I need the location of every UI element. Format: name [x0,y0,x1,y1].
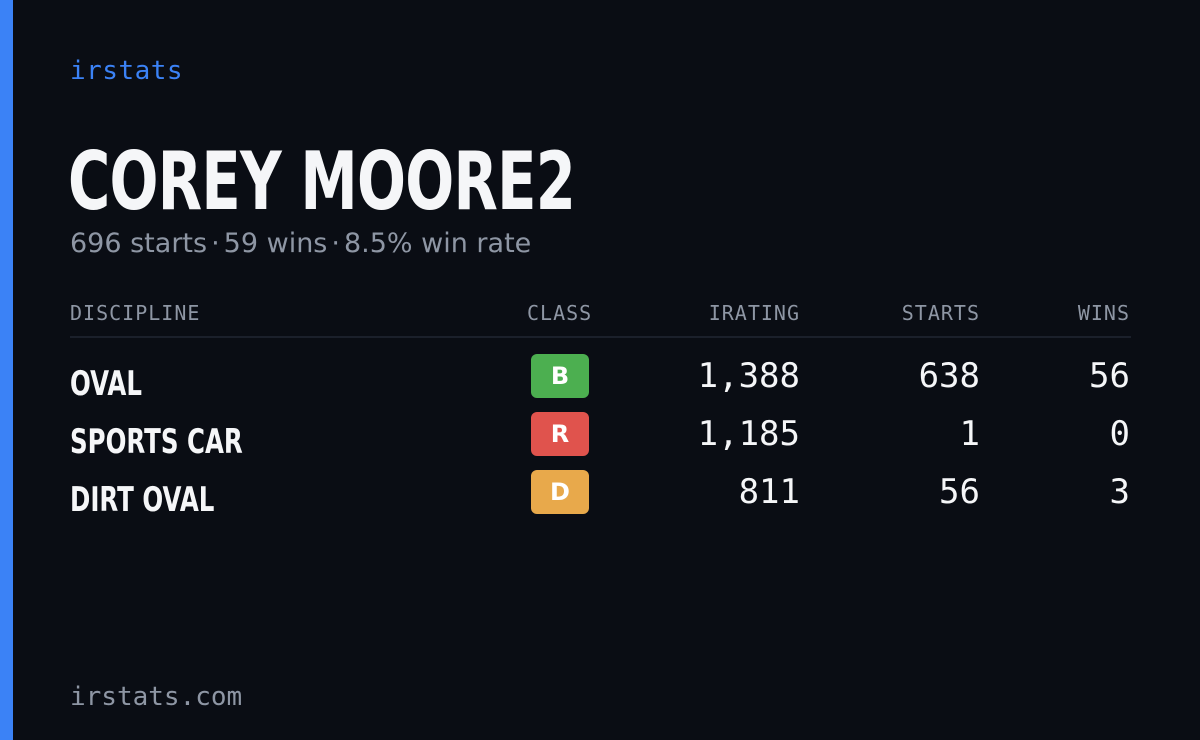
summary-wins: 59 wins [223,228,328,259]
class-badge: B [531,354,589,398]
class-badge: R [531,412,589,456]
summary-separator: · [211,228,220,259]
starts-value: 638 [918,356,980,396]
brand-logo-text: irstats [70,56,184,86]
summary-separator: · [331,228,340,259]
starts-value: 1 [959,414,980,454]
summary-win-rate: 8.5% win rate [343,228,532,259]
header-irating: IRATING [708,301,800,325]
table-row: SPORTS CAR R 1,185 1 0 [70,412,1131,470]
footer-url: irstats.com [70,682,243,712]
irating-value: 811 [738,472,800,512]
header-starts: STARTS [901,301,980,325]
table-row: OVAL B 1,388 638 56 [70,354,1131,412]
class-badge: D [531,470,589,514]
irating-value: 1,388 [697,356,800,396]
player-summary: 696 starts · 59 wins · 8.5% win rate [70,228,531,259]
discipline-name: OVAL [70,364,142,404]
wins-value: 56 [1089,356,1130,396]
summary-starts: 696 starts [70,228,208,259]
discipline-name: DIRT OVAL [70,480,215,520]
header-wins: WINS [1077,301,1130,325]
wins-value: 3 [1109,472,1130,512]
table-body: OVAL B 1,388 638 56 SPORTS CAR R 1,185 1… [70,338,1131,528]
stats-table: DISCIPLINE CLASS IRATING STARTS WINS OVA… [70,298,1131,528]
discipline-name: SPORTS CAR [70,422,243,462]
wins-value: 0 [1109,414,1130,454]
table-header: DISCIPLINE CLASS IRATING STARTS WINS [70,298,1131,338]
starts-value: 56 [939,472,980,512]
accent-bar [0,0,13,740]
table-row: DIRT OVAL D 811 56 3 [70,470,1131,528]
player-name: COREY MOORE2 [68,135,576,228]
header-discipline: DISCIPLINE [70,301,201,325]
irating-value: 1,185 [697,414,800,454]
header-class: CLASS [527,301,593,325]
